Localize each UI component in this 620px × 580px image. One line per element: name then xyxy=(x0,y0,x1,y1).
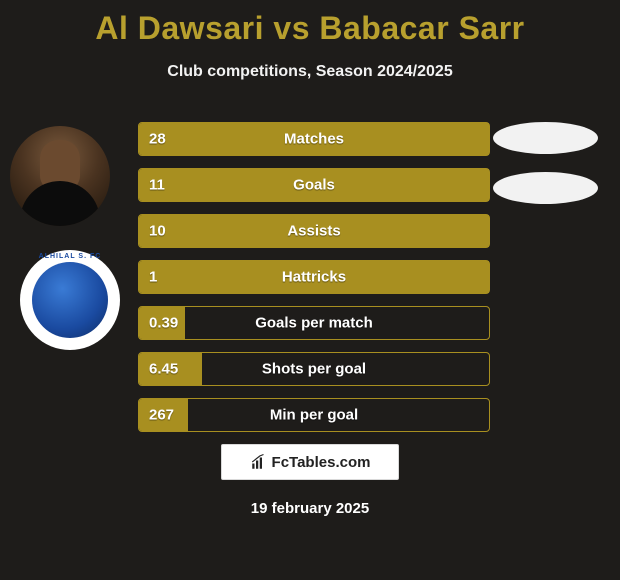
stat-row: 0.39Goals per match xyxy=(138,306,490,340)
stat-bars-container: 28Matches 11Goals 10Assists 1Hattricks 0.39G… xyxy=(138,122,490,444)
stat-row: 1Hattricks xyxy=(138,260,490,294)
site-logo-text: FcTables.com xyxy=(272,454,371,471)
stat-label: Min per goal xyxy=(139,407,489,424)
avatar-head-shape xyxy=(40,140,80,190)
page-title: Al Dawsari vs Babacar Sarr xyxy=(0,0,620,47)
player-avatar-right-placeholder xyxy=(493,122,598,154)
subtitle: Club competitions, Season 2024/2025 xyxy=(0,63,620,81)
stat-row: 28Matches xyxy=(138,122,490,156)
player-avatar-left xyxy=(10,126,110,226)
stat-label: Shots per goal xyxy=(139,361,489,378)
stat-label: Goals xyxy=(139,177,489,194)
club-badge-text: ALHILAL S. FC xyxy=(20,253,120,260)
chart-icon xyxy=(250,453,268,471)
stat-row: 6.45Shots per goal xyxy=(138,352,490,386)
club-badge-inner xyxy=(32,262,108,338)
club-badge-left: ALHILAL S. FC xyxy=(20,250,120,350)
stat-row: 10Assists xyxy=(138,214,490,248)
date-text: 19 february 2025 xyxy=(0,500,620,517)
club-badge-right-placeholder xyxy=(493,172,598,204)
site-logo[interactable]: FcTables.com xyxy=(221,444,399,480)
stat-label: Matches xyxy=(139,131,489,148)
stat-label: Goals per match xyxy=(139,315,489,332)
stat-row: 267Min per goal xyxy=(138,398,490,432)
stat-row: 11Goals xyxy=(138,168,490,202)
stat-label: Hattricks xyxy=(139,269,489,286)
stat-label: Assists xyxy=(139,223,489,240)
